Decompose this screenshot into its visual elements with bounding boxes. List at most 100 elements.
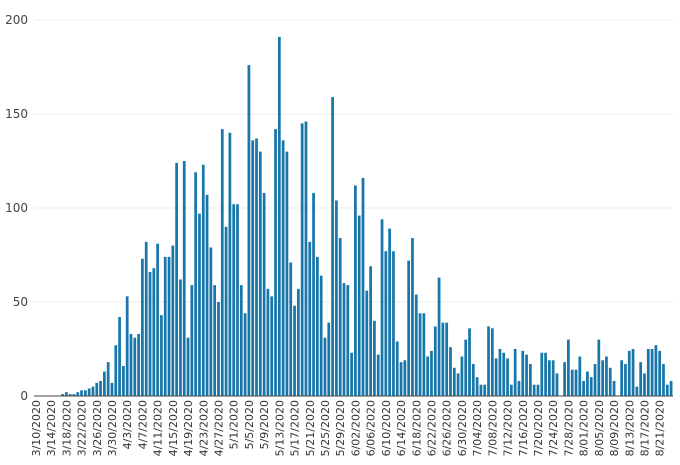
bar xyxy=(251,140,255,396)
x-tick-label: 4/27/2020 xyxy=(212,400,225,456)
bar xyxy=(582,380,585,396)
bar xyxy=(316,256,319,396)
bar xyxy=(175,162,178,396)
bar xyxy=(452,367,456,396)
bar xyxy=(414,294,418,396)
x-tick-label: 4/11/2020 xyxy=(152,400,165,456)
bar-series xyxy=(61,36,673,397)
bar xyxy=(487,326,490,396)
bar xyxy=(64,392,68,396)
bar xyxy=(498,349,502,396)
x-tick-label: 7/04/2020 xyxy=(471,400,484,456)
x-tick-label: 8/01/2020 xyxy=(578,400,591,456)
x-tick-label: 5/1/2020 xyxy=(228,400,241,449)
y-tick-label: 200 xyxy=(5,13,28,27)
x-tick-label: 7/12/2020 xyxy=(502,400,515,456)
bar xyxy=(578,356,582,396)
bar xyxy=(433,326,437,396)
bar xyxy=(643,373,646,396)
bar xyxy=(239,285,243,396)
bar xyxy=(586,371,589,396)
x-tick-label: 8/17/2020 xyxy=(638,400,651,456)
bar xyxy=(654,345,658,396)
bar xyxy=(91,386,95,396)
bar xyxy=(277,36,281,397)
bar xyxy=(335,200,338,396)
bar xyxy=(464,339,468,396)
bar xyxy=(513,349,517,396)
bar xyxy=(540,352,544,396)
bar xyxy=(662,364,665,396)
bar xyxy=(243,313,247,396)
x-tick-label: 5/5/2020 xyxy=(243,400,256,449)
bar xyxy=(521,350,525,396)
bar xyxy=(555,373,559,396)
bar xyxy=(156,243,159,396)
x-tick-label: 6/14/2020 xyxy=(395,400,408,456)
bar xyxy=(144,241,148,396)
x-tick-label: 8/21/2020 xyxy=(654,400,667,456)
bar xyxy=(456,373,460,396)
bar xyxy=(605,356,608,396)
bar xyxy=(529,364,532,396)
bar xyxy=(407,260,411,396)
bar xyxy=(61,394,64,396)
bar xyxy=(395,341,399,396)
bar xyxy=(72,394,76,396)
x-tick-label: 3/30/2020 xyxy=(106,400,119,456)
bar xyxy=(422,313,426,396)
bar xyxy=(319,275,323,396)
x-tick-label: 6/06/2020 xyxy=(365,400,378,456)
bar xyxy=(179,279,182,396)
x-tick-label: 8/13/2020 xyxy=(623,400,636,456)
bar xyxy=(411,238,414,396)
bar xyxy=(399,362,403,396)
bar xyxy=(506,358,509,396)
x-tick-label: 6/18/2020 xyxy=(410,400,423,456)
bar xyxy=(490,328,494,396)
y-axis-ticks: 0 50 100 150 200 xyxy=(5,13,28,403)
bar xyxy=(209,247,213,396)
bar xyxy=(441,322,445,396)
bar xyxy=(346,285,350,396)
bar xyxy=(224,226,228,396)
bar xyxy=(327,322,331,396)
bar xyxy=(163,256,167,396)
bar xyxy=(293,305,296,396)
bar xyxy=(574,369,578,396)
bar xyxy=(601,360,604,396)
bar xyxy=(388,228,391,396)
bar xyxy=(471,364,475,396)
bar xyxy=(186,337,190,396)
x-tick-label: 4/3/2020 xyxy=(121,400,134,449)
bar xyxy=(281,140,285,396)
bar xyxy=(646,349,650,396)
bar xyxy=(635,386,639,396)
x-tick-label: 6/10/2020 xyxy=(380,400,393,456)
bar xyxy=(236,204,239,396)
bar xyxy=(403,360,407,396)
bar xyxy=(460,356,464,396)
bar xyxy=(68,394,72,396)
bar xyxy=(373,320,376,396)
bar xyxy=(110,382,114,396)
bar xyxy=(658,350,662,396)
x-tick-label: 5/25/2020 xyxy=(319,400,332,456)
y-tick-label: 150 xyxy=(5,107,28,121)
bar xyxy=(83,390,87,396)
bar xyxy=(118,317,121,396)
bar xyxy=(502,352,506,396)
bar xyxy=(570,369,574,396)
x-tick-label: 5/13/2020 xyxy=(273,400,286,456)
y-tick-label: 100 xyxy=(5,201,28,215)
bar xyxy=(639,362,643,396)
bar xyxy=(620,360,624,396)
x-tick-label: 8/09/2020 xyxy=(608,400,621,456)
bar xyxy=(87,388,91,396)
bar xyxy=(430,350,433,396)
bar xyxy=(608,367,612,396)
bar xyxy=(449,347,452,396)
bar xyxy=(137,333,140,396)
bar xyxy=(342,283,346,396)
